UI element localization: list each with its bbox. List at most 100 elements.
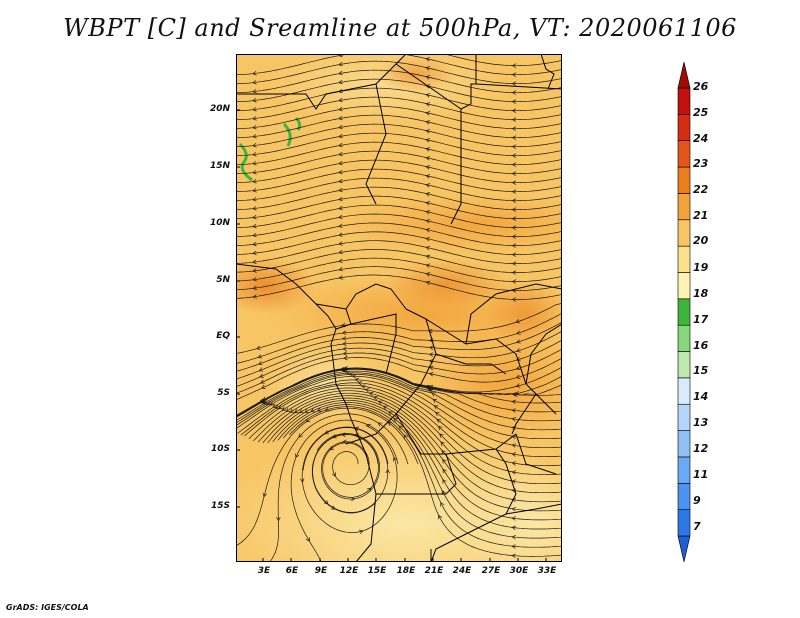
streamline [236,204,562,228]
streamline-arrow [252,107,257,112]
colorbar-label: 26 [693,80,709,93]
streamline-arrow [252,197,257,202]
streamline-arrow [298,433,303,438]
lat-label: 10N [209,218,230,228]
lon-label: 24E [452,566,472,576]
streamline-arrow [364,387,370,393]
country-borders [236,54,562,562]
streamline-arrow [257,360,263,366]
streamline-arrow [305,418,311,423]
colorbar [677,62,691,562]
streamline-arrow [361,384,366,389]
streamline-arrow [338,79,343,85]
streamline-arrow [338,142,343,148]
streamline-arrow [511,399,516,404]
streamline [248,387,562,485]
streamline-arrow [425,254,431,260]
streamline-arrow [316,407,322,412]
streamline-arrow [338,205,343,211]
streamline-arrow [511,553,516,558]
streamline-arrow [511,516,517,521]
streamline-arrow [511,452,517,457]
streamline-arrow [511,297,517,302]
streamline-arrow [323,499,329,505]
streamline-arrow [511,261,517,266]
colorbar-label: 18 [693,287,709,300]
streamline-arrow [330,505,336,510]
streamline [237,379,562,458]
streamline-arrow [511,461,517,466]
streamline-arrow [329,446,334,451]
streamline [236,321,562,372]
streamline [236,366,562,416]
streamline [236,373,562,440]
streamline-arrow [425,165,431,170]
streamline-arrow [252,294,258,299]
streamline-arrow [511,392,517,397]
streamline-arrow [425,192,431,197]
streamline-arrow [432,398,438,403]
wbpt-hot-north [376,56,456,92]
streamline-arrow [442,478,447,484]
streamline-arrow [366,423,372,428]
streamline-arrow [440,441,445,446]
streamline-arrow [425,201,431,206]
streamline [290,419,399,562]
wbpt-18-contour [238,116,302,182]
streamline-arrow [252,134,257,139]
streamline-arrow [252,277,257,282]
streamline-arrow [425,111,431,116]
streamline-arrow [252,250,257,256]
streamline-arrow [338,160,343,166]
streamline-arrow [511,207,517,212]
lat-label: 5S [217,388,230,398]
streamline-arrow [252,80,257,85]
streamline-arrow [272,403,278,408]
streamline-arrow [440,501,445,507]
colorbar-segment [677,509,691,537]
streamline-arrow [343,369,349,374]
streamline-arrow [338,133,343,139]
streamline-arrow [511,416,517,422]
streamline-arrow [428,345,434,350]
streamline-arrow [256,345,261,350]
colorbar-label: 25 [693,106,709,119]
colorbar-segment [677,482,691,510]
streamline-arrow [511,270,517,275]
streamline-arrow [393,417,398,423]
streamline [236,266,562,291]
colorbar-label: 9 [693,494,701,507]
streamline [236,372,562,431]
streamline-arrow [342,341,347,346]
streamline [236,195,562,219]
colorbar-segment [677,140,691,168]
streamline-arrow [511,135,517,140]
streamline-arrow [441,449,446,455]
streamline [269,413,409,562]
streamline-arrow [343,355,348,361]
streamline-arrow [425,129,431,134]
streamline [236,222,562,246]
streamline-arrow [442,468,447,474]
streamline [236,348,562,394]
colorbar-label: 24 [693,132,709,145]
streamline-arrow [511,279,517,284]
streamline-arrow [252,161,257,166]
streamline [236,312,562,364]
streamline-arrow [425,174,431,179]
colorbar-segment [677,193,691,221]
streamline-arrow [428,352,434,357]
streamline-arrow [331,434,337,439]
colorbar-segment [677,272,691,300]
streamline [236,141,562,166]
streamline-arrow [338,275,344,280]
streamline [236,105,562,130]
streamline-arrow [425,102,431,107]
streamline-arrow [354,377,360,383]
streamline-arrow [382,405,388,410]
map-plot [236,54,562,562]
streamline-arrow [515,339,521,344]
streamline-arrow [511,63,517,68]
streamline-arrow [511,189,517,194]
colorbar-segment [677,430,691,458]
